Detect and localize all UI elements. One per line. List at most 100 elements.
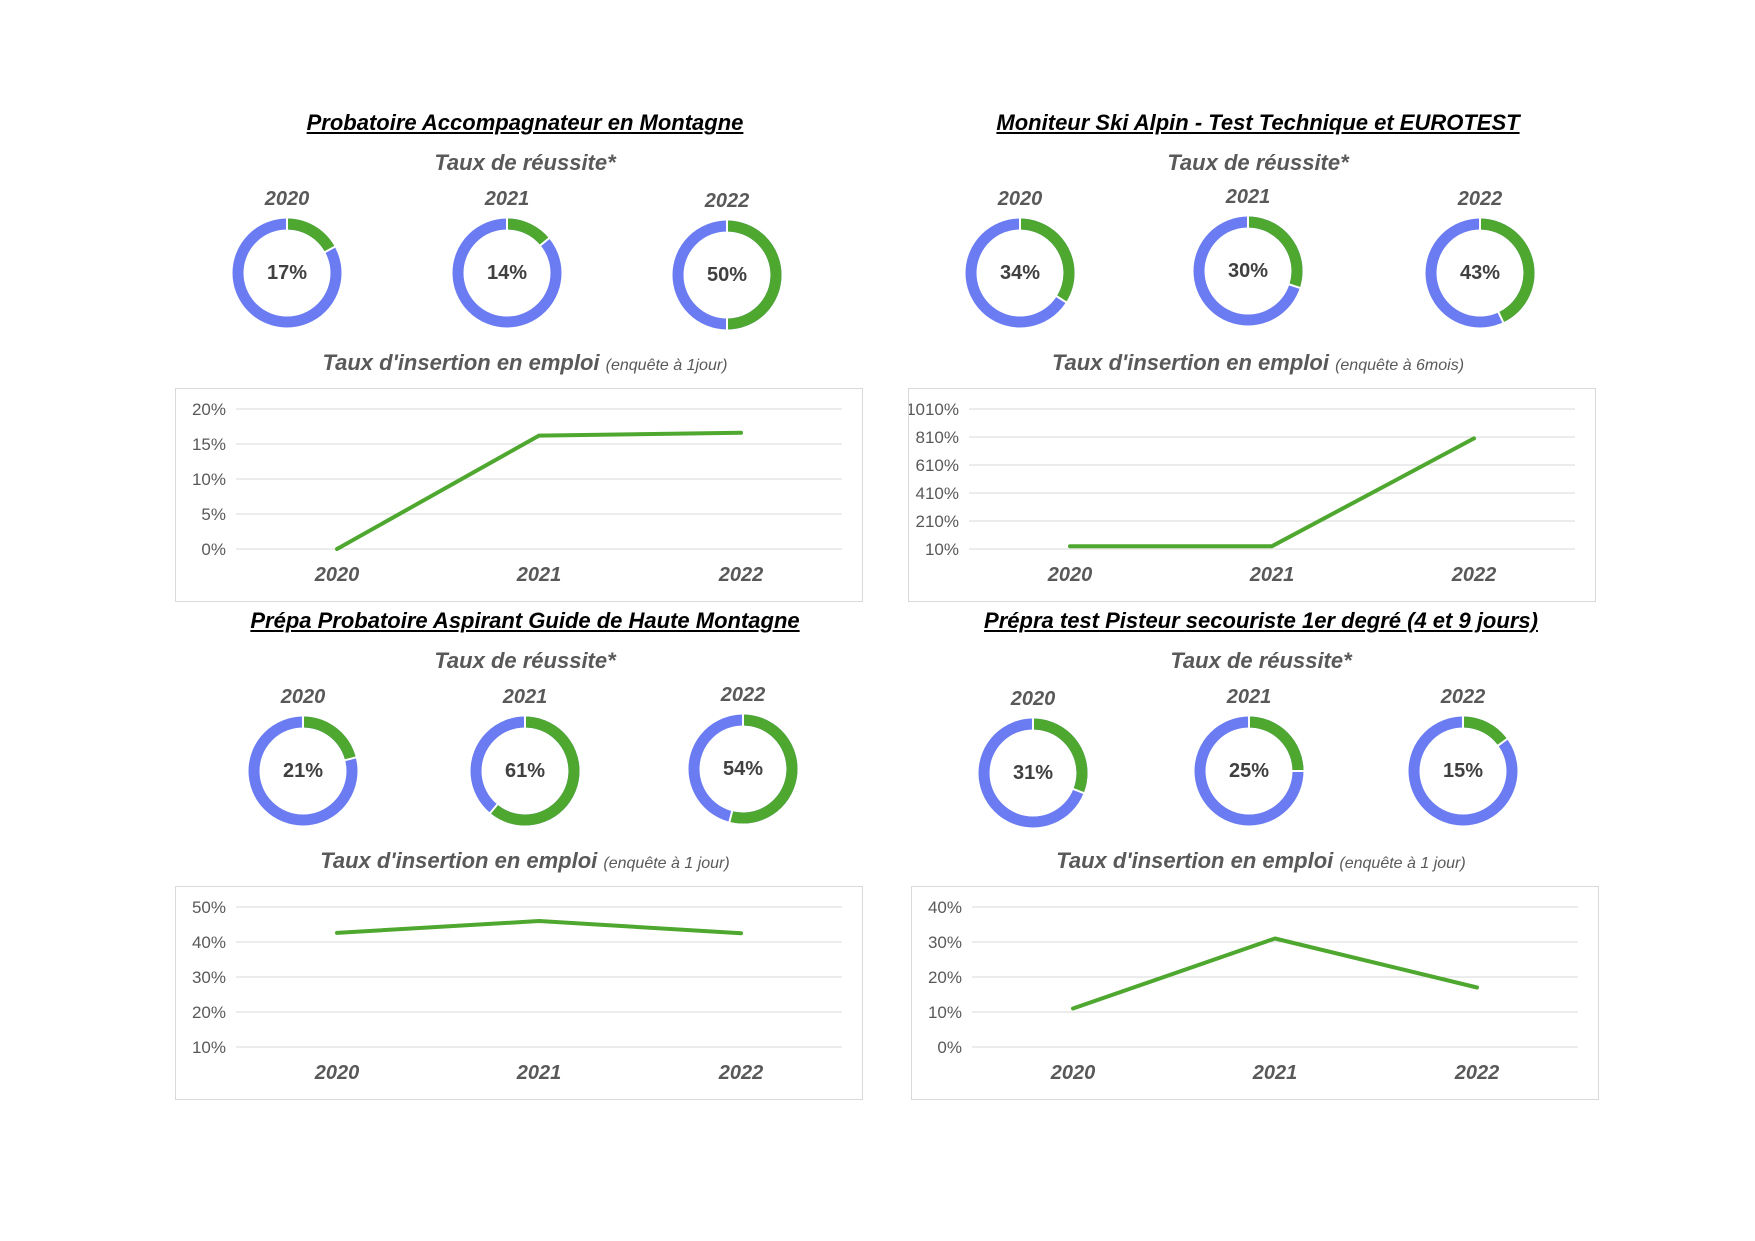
x-tick-label: 2022 (1451, 564, 1497, 586)
donut-year: 2021 (502, 686, 548, 708)
y-tick-label: 210% (916, 512, 959, 531)
panel-aspirant-guide: Prépa Probatoire Aspirant Guide de Haute… (175, 608, 875, 1100)
success-rate-heading: Taux de réussite* (1170, 648, 1352, 673)
x-tick-label: 2020 (1050, 1062, 1096, 1084)
donut-percent-label: 43% (1459, 262, 1501, 284)
insertion-line-chart: 0% 10% 20% 30% 40% 2020 2021 2022 (911, 886, 1599, 1100)
donut-year: 2021 (484, 188, 530, 210)
insertion-note: (enquête à 1 jour) (1339, 855, 1466, 872)
x-tick-label: 2021 (1249, 564, 1295, 586)
donut-year: 2020 (997, 188, 1043, 210)
slice-separator (1497, 311, 1505, 324)
y-tick-label: 5% (201, 505, 226, 524)
panel-title: Prépra test Pisteur secouriste 1er degré… (984, 608, 1538, 633)
donut-year: 2022 (704, 190, 750, 212)
line-chart-svg: 0% 5% 10% 15% 20% 2020 2021 2022 (192, 400, 842, 586)
donut-percent-label: 14% (486, 262, 528, 284)
success-rate-heading: Taux de réussite* (1167, 150, 1349, 175)
y-tick-label: 40% (928, 898, 962, 917)
donut-percent-label: 34% (999, 262, 1041, 284)
y-tick-label: 10% (928, 1003, 962, 1022)
slice-separator (1055, 294, 1068, 304)
donut-percent-label: 25% (1228, 760, 1270, 782)
x-tick-label: 2020 (1047, 564, 1093, 586)
donut-ring (688, 713, 798, 824)
x-tick-label: 2021 (516, 564, 562, 586)
slice-separator (1288, 283, 1302, 290)
y-tick-label: 20% (192, 400, 226, 419)
donut-percent-label: 50% (706, 264, 748, 286)
donut-year: 2021 (1226, 686, 1272, 708)
donut-ring (1408, 715, 1518, 826)
x-tick-label: 2020 (314, 1062, 360, 1084)
slice-separator (343, 756, 358, 762)
donut-2020: 2020 31% (973, 688, 1093, 833)
y-tick-label: 0% (201, 540, 226, 559)
x-tick-label: 2022 (718, 1062, 764, 1084)
insertion-title: Taux d'insertion en emploi (322, 350, 600, 375)
donut-2022: 2022 43% (1420, 188, 1540, 333)
insertion-note: (enquête à 1 jour) (603, 855, 730, 872)
x-tick-label: 2022 (718, 564, 764, 586)
donut-percent-label: 17% (266, 262, 308, 284)
donut-2021: 2021 14% (447, 188, 567, 333)
donut-2022: 2022 15% (1403, 686, 1523, 831)
donut-2022: 2022 50% (667, 190, 787, 335)
donut-ring (232, 217, 342, 328)
y-tick-label: 40% (192, 933, 226, 952)
y-tick-label: 30% (928, 933, 962, 952)
insertion-note: (enquête à 1jour) (605, 357, 728, 374)
y-tick-label: 410% (916, 484, 959, 503)
panel-title: Moniteur Ski Alpin - Test Technique et E… (996, 110, 1520, 135)
donut-ring (470, 715, 580, 826)
y-tick-label: 20% (928, 968, 962, 987)
donut-2021: 2021 61% (465, 686, 585, 831)
panel-title: Probatoire Accompagnateur en Montagne (306, 110, 744, 135)
donut-ring (672, 219, 782, 331)
x-tick-label: 2021 (516, 1062, 562, 1084)
slice-separator (488, 803, 499, 815)
success-rate-heading: Taux de réussite* (434, 150, 616, 175)
insertion-line-chart: 10% 210% 410% 610% 810% 1010% 2020 2021 2022 (908, 388, 1596, 602)
y-tick-label: 610% (916, 456, 959, 475)
insertion-heading: Taux d'insertion en emploi (enquête à 1j… (175, 350, 875, 376)
success-rate-heading: Taux de réussite* (434, 648, 616, 673)
donut-ring (1193, 215, 1303, 326)
insertion-line-chart: 10% 20% 30% 40% 50% 2020 2021 2022 (175, 886, 863, 1100)
donut-year: 2021 (1225, 186, 1271, 208)
donut-year: 2020 (264, 188, 310, 210)
donut-2020: 2020 34% (960, 188, 1080, 333)
y-tick-label: 50% (192, 898, 226, 917)
slice-separator (1496, 737, 1509, 747)
line-chart-svg: 10% 210% 410% 610% 810% 1010% 2020 2021 2022 (909, 400, 1575, 586)
donut-year: 2022 (720, 684, 766, 706)
series-line (1071, 936, 1479, 1011)
insertion-line-chart: 0% 5% 10% 15% 20% 2020 2021 2022 (175, 388, 863, 602)
y-tick-label: 10% (192, 1038, 226, 1057)
panel-accompagnateur: Probatoire Accompagnateur en Montagne Ta… (175, 110, 875, 602)
y-tick-label: 30% (192, 968, 226, 987)
donut-year: 2020 (1010, 688, 1056, 710)
donut-ring (1194, 715, 1305, 826)
panel-moniteur-ski: Moniteur Ski Alpin - Test Technique et E… (908, 110, 1608, 602)
slice-separator (539, 236, 551, 247)
donut-percent-label: 31% (1012, 762, 1054, 784)
slice-separator (1072, 787, 1085, 795)
donut-2021: 2021 30% (1188, 186, 1308, 331)
donut-ring (248, 715, 358, 826)
insertion-note: (enquête à 6mois) (1335, 357, 1465, 374)
donut-percent-label: 30% (1227, 260, 1269, 282)
y-tick-label: 15% (192, 435, 226, 454)
insertion-title: Taux d'insertion en emploi (1056, 848, 1334, 873)
y-tick-label: 10% (192, 470, 226, 489)
donut-ring (1425, 217, 1535, 328)
insertion-heading: Taux d'insertion en emploi (enquête à 1 … (911, 848, 1611, 874)
donut-ring (978, 717, 1088, 828)
insertion-title: Taux d'insertion en emploi (320, 848, 598, 873)
donut-ring (452, 217, 562, 328)
y-tick-label: 10% (925, 540, 959, 559)
panel-pisteur-secouriste: Prépra test Pisteur secouriste 1er degré… (911, 608, 1611, 1100)
donut-year: 2022 (1440, 686, 1486, 708)
donut-2020: 2020 17% (227, 188, 347, 333)
donut-percent-label: 61% (504, 760, 546, 782)
